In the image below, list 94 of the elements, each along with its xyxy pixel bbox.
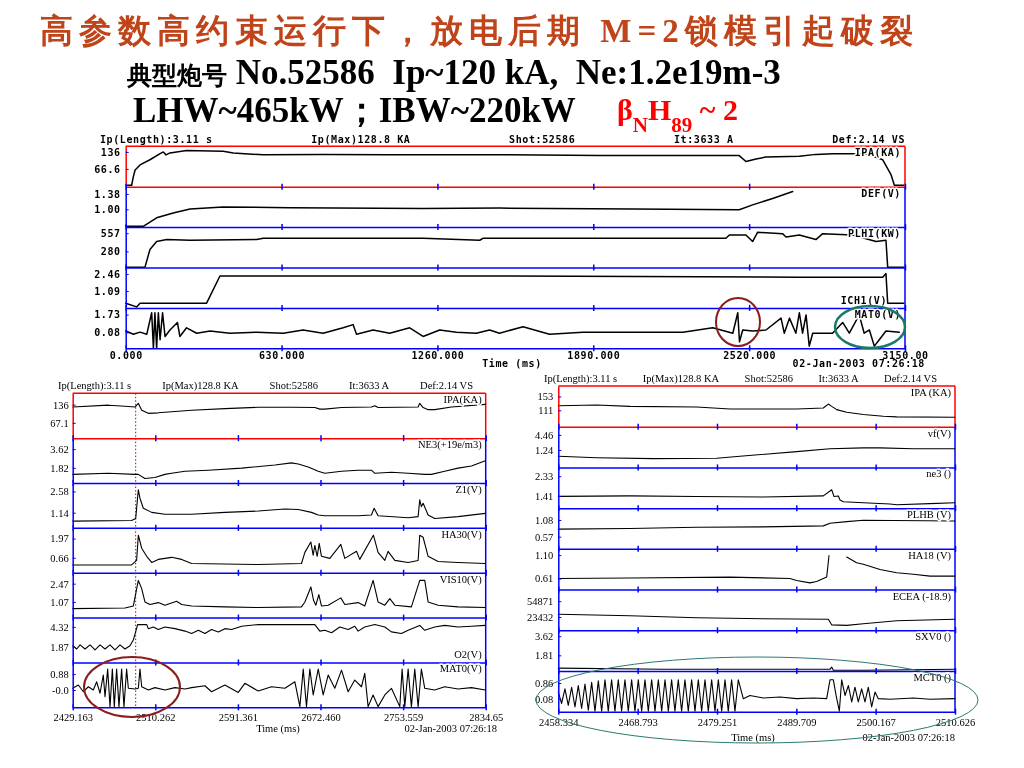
series-label: HA30(V) [441, 528, 483, 541]
series-label: IPA (KA) [910, 387, 952, 399]
y-tick-label: -0.0 [52, 684, 69, 696]
line-series [124, 149, 905, 186]
y-tick-label: 1.41 [534, 490, 554, 502]
x-axis-title: Time (ms) [256, 723, 301, 735]
x-tick-label: 2479.251 [697, 716, 738, 728]
y-tick-label: 2.47 [50, 578, 69, 590]
series-label: HA18 (V) [908, 549, 952, 562]
line-series [72, 624, 486, 651]
line-series [557, 403, 956, 418]
text: ne3 () [926, 468, 952, 481]
text: 典型炮号 No.52586 Ip~120 kA, Ne:1.2e19m-3 [126, 53, 781, 92]
text: DEF(V) [861, 187, 901, 199]
series-label: ICH1(V) [840, 294, 887, 306]
y-tick-label: 2.58 [50, 486, 69, 498]
series-label: PLHB (V) [906, 509, 952, 522]
line-series [124, 312, 901, 350]
series-label: Z1(V) [455, 484, 483, 497]
line-series [557, 519, 956, 530]
x-tick-label: 0.000 [109, 350, 143, 362]
y-tick-label: 0.57 [534, 531, 554, 543]
x-tick-label: 2500.167 [856, 716, 896, 728]
y-tick-label: 0.86 [534, 677, 554, 689]
y-tick-label: 66.6 [94, 163, 121, 175]
series-label: ECEA (-18.9) [892, 590, 952, 603]
y-tick-label: 3.62 [534, 631, 554, 643]
text: LHW~465kW；IBW~220kW [133, 91, 576, 130]
line-series [124, 190, 794, 228]
series-label: IPA(KA) [854, 147, 901, 159]
line-series [557, 613, 956, 626]
line-series [557, 447, 956, 460]
x-tick-label: 2510.626 [935, 716, 976, 728]
y-tick-label: 1.08 [534, 514, 554, 526]
text: O2(V) [454, 649, 483, 662]
y-tick-label: 54871 [527, 596, 554, 608]
y-tick-label: 0.08 [94, 327, 121, 339]
y-tick-label: 1.07 [50, 596, 69, 608]
chart-title: Ip(Length):3.11 s Ip(Max)128.8 KA Shot:52586 It:3633 A Def:2.14 VS [58, 380, 473, 391]
y-tick-label: 1.00 [94, 204, 121, 216]
x-tick-label: 2520.000 [723, 350, 777, 362]
y-tick-label: 557 [100, 227, 121, 239]
chart-title: Ip(Length):3.11 s Ip(Max)128.8 KA Shot:52586 It:3633 A Def:2.14 VS [100, 134, 905, 145]
series-label: MAT0(V) [439, 663, 483, 676]
y-tick-label: 1.97 [50, 533, 69, 545]
y-tick-label: 1.09 [94, 285, 121, 297]
text: 高参数高约束运行下，放电后期 M=2锁模引起破裂 [40, 13, 919, 49]
y-tick-label: 23432 [527, 611, 554, 623]
series-label: vf(V) [927, 427, 952, 440]
y-tick-label: 1.10 [534, 549, 554, 561]
y-tick-label: 153 [537, 391, 554, 403]
x-tick-label: 2672.460 [301, 712, 341, 724]
series-label: VIS10(V) [439, 573, 483, 586]
y-tick-label: 0.88 [50, 668, 69, 680]
y-tick-label: 136 [52, 399, 69, 411]
y-tick-label: 4.32 [50, 621, 69, 633]
x-tick-label: 2591.361 [218, 712, 259, 724]
x-tick-label: 2753.559 [383, 712, 424, 724]
y-tick-label: 1.24 [534, 444, 555, 456]
y-tick-label: 1.38 [94, 188, 121, 200]
x-axis-title: Time (ms) [482, 358, 542, 369]
y-tick-label: 67.1 [50, 417, 69, 429]
x-tick-label: 1890.000 [567, 350, 621, 362]
chart-title: Ip(Length):3.11 s Ip(Max)128.8 KA Shot:52586 It:3633 A Def:2.14 VS [544, 373, 937, 384]
y-tick-label: 2.46 [94, 268, 121, 280]
y-tick-label: 111 [538, 405, 554, 417]
text: SXV0 () [915, 631, 952, 644]
y-tick-label: 2.33 [534, 471, 554, 483]
x-tick-label: 2489.709 [777, 716, 817, 728]
x-tick-label: 630.000 [258, 350, 306, 362]
x-tick-label: 2510.262 [136, 712, 176, 724]
x-tick-label: 2834.65 [469, 712, 504, 724]
y-tick-label: 1.14 [50, 507, 70, 519]
x-axis-title: Time (ms) [731, 732, 776, 744]
y-tick-label: 280 [100, 246, 121, 258]
line-series [72, 460, 486, 480]
y-tick-label: 136 [100, 146, 121, 158]
text: 02-Jan-2003 07:26:18 [404, 723, 497, 734]
text: 02-Jan-2003 07:26:18 [862, 732, 955, 743]
x-tick-label: 1260.000 [411, 350, 465, 362]
y-tick-label: 1.87 [50, 641, 69, 653]
x-tick-label: 2429.163 [53, 712, 93, 724]
y-tick-label: 0.61 [534, 573, 554, 585]
y-tick-label: 1.73 [94, 309, 121, 321]
series-label: PLHI(KW) [848, 228, 901, 240]
y-tick-label: 3.62 [50, 443, 69, 455]
series-label: IPA(KA) [443, 394, 483, 407]
y-tick-label: 0.08 [534, 693, 554, 705]
y-tick-label: 1.81 [534, 650, 554, 662]
y-tick-label: 4.46 [534, 429, 554, 441]
y-tick-label: 1.82 [50, 462, 69, 474]
series-label: NE3(+19e/m3) [418, 439, 483, 452]
y-tick-label: 0.66 [50, 552, 69, 564]
x-tick-label: 2468.793 [618, 716, 658, 728]
